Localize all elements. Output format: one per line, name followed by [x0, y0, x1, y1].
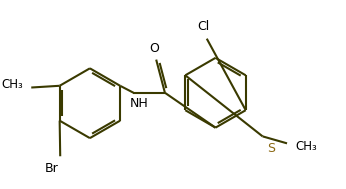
Text: S: S	[267, 142, 275, 155]
Text: NH: NH	[129, 97, 148, 110]
Text: CH₃: CH₃	[295, 140, 317, 153]
Text: O: O	[149, 42, 160, 55]
Text: Br: Br	[45, 162, 58, 175]
Text: CH₃: CH₃	[1, 78, 23, 91]
Text: Cl: Cl	[197, 20, 209, 33]
